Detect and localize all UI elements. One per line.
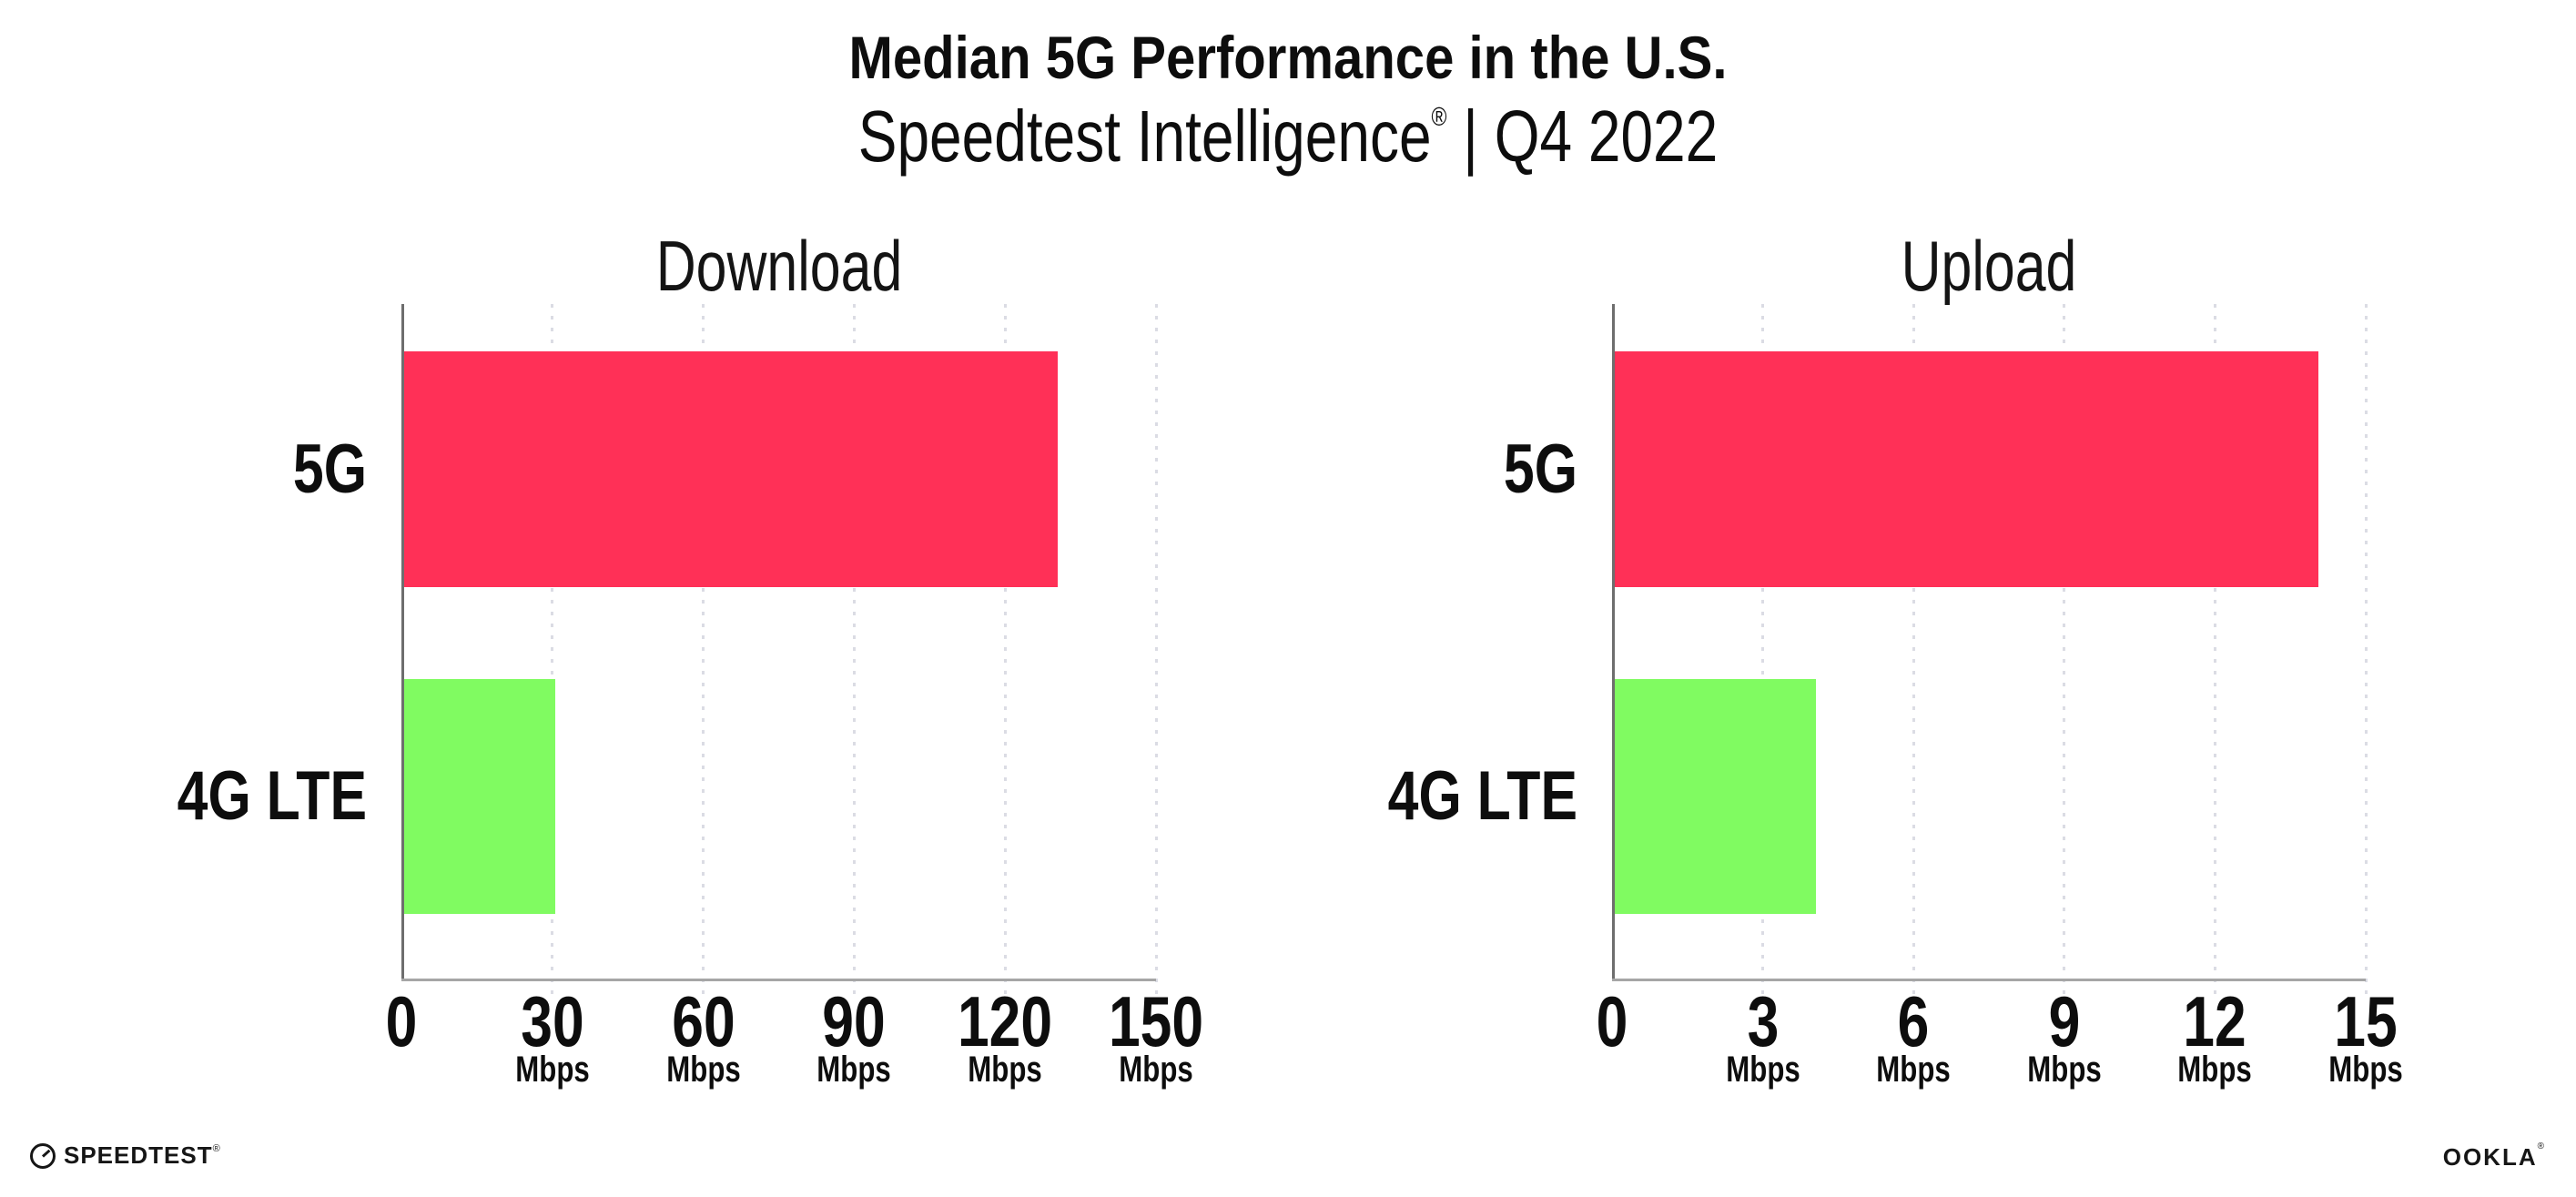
bar-upload-4g-lte [1615,679,1816,914]
tick-label-upload-12: 12 [2183,981,2247,1061]
gauge-needle-icon [41,1149,51,1158]
tick-unit-download-120: Mbps [968,1050,1042,1090]
tick-label-download-0: 0 [385,981,418,1061]
gridline-upload-12 [2213,304,2216,994]
chart-title-upload: Upload [1901,226,2077,306]
tick-label-upload-6: 6 [1897,981,1930,1061]
tick-label-download-60: 60 [671,981,735,1061]
y-axis-download [401,304,404,979]
tick-label-download-90: 90 [822,981,887,1061]
tick-unit-upload-9: Mbps [2027,1050,2102,1090]
gridline-upload-15 [2364,304,2368,994]
gridline-upload-9 [2063,304,2066,994]
category-label-download-5g: 5G [292,430,367,508]
tick-unit-download-60: Mbps [665,1050,741,1090]
tick-unit-upload-15: Mbps [2328,1050,2403,1090]
subtitle-period: | Q4 2022 [1446,96,1719,177]
x-axis-upload [1612,979,2366,981]
bar-download-4g-lte [404,679,555,914]
registered-trademark-icon: ® [1431,103,1447,133]
category-label-upload-5g: 5G [1503,430,1577,508]
tick-unit-download-90: Mbps [816,1050,892,1090]
y-axis-upload [1612,304,1615,979]
page-subtitle: Speedtest Intelligence® | Q4 2022 [633,100,1943,173]
tick-label-upload-9: 9 [2048,981,2081,1061]
chart-title-download: Download [655,226,903,306]
tick-label-download-150: 150 [1108,981,1204,1061]
ookla-logo: OOKLA ® [2442,1141,2544,1172]
tick-unit-upload-3: Mbps [1725,1050,1800,1090]
bar-download-5g [404,351,1059,587]
speedtest-trademark-icon: ® [212,1142,220,1154]
plot-area-upload: 5G 4G LTE 0 3 Mbps 6 Mbps 9 Mbps 12 Mbps 15 Mbps [1388,304,2403,1088]
tick-label-upload-0: 0 [1596,981,1628,1061]
subtitle-brand: Speedtest Intelligence [857,96,1432,177]
gridline-upload-3 [1761,304,1765,994]
bar-upload-5g [1615,351,2318,587]
tick-label-download-30: 30 [521,981,584,1061]
gridline-download-150 [1154,304,1158,994]
gridline-download-60 [702,304,705,994]
speedtest-logo: SPEEDTEST ® [30,1141,220,1170]
tick-unit-upload-6: Mbps [1876,1050,1951,1090]
tick-unit-upload-12: Mbps [2177,1050,2253,1090]
tick-label-download-120: 120 [958,981,1053,1061]
tick-label-upload-3: 3 [1747,981,1779,1061]
tick-unit-download-30: Mbps [515,1050,590,1090]
gridline-download-120 [1003,304,1007,994]
category-label-download-4g-lte: 4G LTE [177,757,367,835]
gridline-download-30 [551,304,554,994]
speedtest-gauge-icon [30,1142,56,1169]
x-axis-download [401,979,1156,981]
category-label-upload-4g-lte: 4G LTE [1387,757,1577,835]
tick-unit-download-150: Mbps [1119,1050,1193,1090]
ookla-wordmark: OOKLA [2442,1143,2538,1171]
gridline-download-90 [852,304,856,994]
gridline-upload-6 [1912,304,1915,994]
tick-label-upload-15: 15 [2334,981,2398,1061]
plot-area-download: 5G 4G LTE 0 30 Mbps 60 Mbps 90 Mbps 120 Mbps 150 Mbp… [177,304,1203,1088]
speedtest-wordmark: SPEEDTEST [64,1141,213,1169]
page-title: Median 5G Performance in the U.S. [848,24,1728,91]
ookla-trademark-icon: ® [2537,1141,2544,1151]
